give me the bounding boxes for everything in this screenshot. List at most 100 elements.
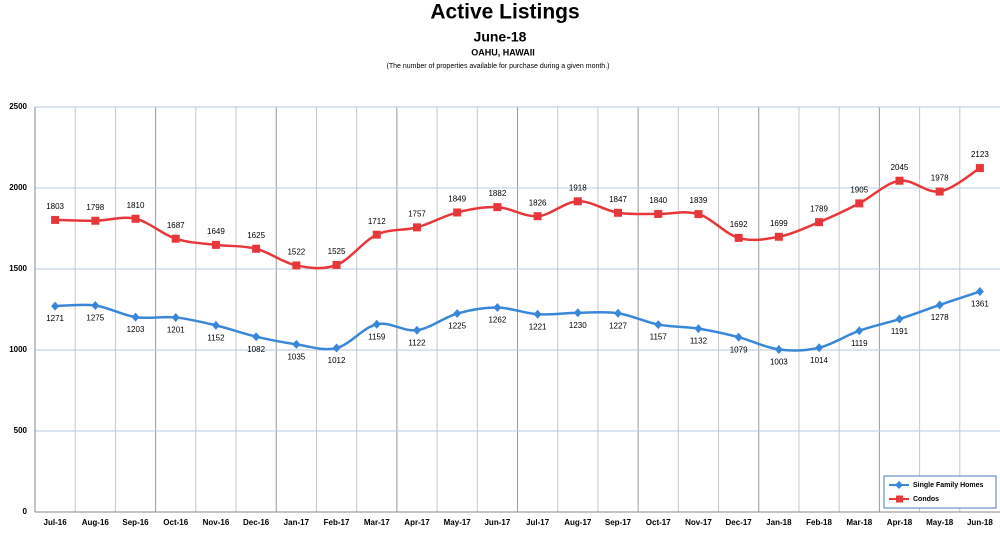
y-tick-label: 2000 (9, 183, 27, 192)
data-point (51, 301, 60, 311)
x-tick-label: Nov-17 (685, 518, 712, 527)
data-label: 1221 (529, 322, 547, 331)
data-point (493, 203, 502, 212)
x-tick-label: Sep-16 (122, 518, 149, 527)
data-label: 1525 (328, 247, 346, 256)
data-point (694, 324, 703, 334)
data-point (975, 287, 984, 297)
series-line (55, 290, 981, 352)
data-label: 1278 (931, 313, 949, 322)
data-label: 1271 (46, 314, 64, 323)
x-tick-label: Oct-16 (163, 518, 188, 527)
data-point (895, 314, 904, 324)
data-label: 1119 (851, 339, 868, 348)
data-label: 1757 (408, 209, 426, 218)
data-point (171, 312, 180, 322)
x-tick-label: Oct-17 (646, 518, 671, 527)
data-point (815, 218, 824, 227)
y-tick-label: 500 (14, 426, 28, 435)
x-tick-label: Mar-18 (846, 518, 872, 527)
data-label: 1275 (86, 314, 104, 323)
data-point (533, 212, 542, 221)
data-point (855, 199, 864, 208)
data-label: 1826 (529, 198, 547, 207)
data-label: 1225 (448, 322, 466, 331)
data-point (654, 209, 663, 218)
data-label: 1882 (488, 189, 506, 198)
data-point (292, 261, 301, 270)
data-label: 1230 (569, 321, 587, 330)
x-tick-label: Jan-18 (766, 518, 792, 527)
data-point (91, 216, 100, 225)
data-label: 1798 (86, 203, 104, 212)
data-label: 1035 (287, 352, 305, 361)
legend-label: Single Family Homes (913, 482, 984, 489)
data-point (855, 326, 864, 336)
data-label: 1082 (247, 345, 265, 354)
legend-box (883, 475, 997, 509)
x-tick-label: Jan-17 (284, 518, 310, 527)
data-label: 2123 (971, 150, 989, 159)
data-point (614, 308, 623, 318)
y-tick-label: 1500 (9, 264, 27, 273)
data-point (774, 345, 783, 355)
x-tick-label: Aug-17 (564, 518, 592, 527)
data-point (252, 332, 261, 342)
data-label: 1810 (127, 201, 145, 210)
data-label: 1262 (488, 316, 506, 325)
data-point (533, 309, 542, 319)
data-point (131, 214, 140, 223)
data-label: 1361 (971, 300, 989, 309)
data-point (694, 210, 703, 219)
data-point (372, 319, 381, 329)
data-point (211, 320, 220, 330)
chart-title: Active Listings (430, 1, 579, 24)
data-point (774, 232, 783, 241)
data-point (453, 309, 462, 319)
data-point (292, 339, 301, 349)
chart-location: OAHU, HAWAII (471, 47, 535, 57)
legend-marker (895, 481, 903, 489)
data-point (975, 164, 984, 173)
x-tick-label: Feb-17 (324, 518, 350, 527)
data-label: 1699 (770, 219, 788, 228)
data-point (412, 223, 421, 232)
data-point (895, 176, 904, 185)
data-point (171, 234, 180, 243)
x-tick-label: Dec-17 (726, 518, 753, 527)
data-label: 1014 (810, 356, 828, 365)
data-label: 1012 (328, 356, 346, 365)
data-label: 1712 (368, 217, 386, 226)
x-tick-label: May-18 (926, 518, 954, 527)
chart-subtitle: June-18 (474, 29, 527, 45)
y-tick-label: 1000 (9, 345, 27, 354)
data-label: 1789 (810, 204, 828, 213)
data-point (332, 260, 341, 269)
x-tick-label: Apr-18 (887, 518, 913, 527)
data-point (453, 208, 462, 217)
data-label: 1152 (207, 333, 225, 342)
data-label: 1522 (287, 248, 305, 257)
data-point (131, 312, 140, 322)
x-tick-label: Jun-17 (484, 518, 510, 527)
data-point (211, 240, 220, 249)
data-label: 1905 (850, 185, 868, 194)
data-label: 1157 (650, 333, 668, 342)
data-label: 1649 (207, 227, 225, 236)
data-label: 1918 (569, 183, 587, 192)
data-point (91, 300, 100, 310)
data-label: 1687 (167, 221, 185, 230)
data-point (493, 303, 502, 313)
data-point (332, 343, 341, 353)
data-point (815, 343, 824, 353)
data-point (734, 233, 743, 242)
y-tick-label: 0 (23, 507, 28, 516)
data-point (51, 215, 60, 224)
data-label: 1625 (247, 231, 265, 240)
legend-marker (896, 495, 903, 503)
y-tick-label: 2500 (9, 102, 27, 111)
x-tick-label: Dec-16 (243, 518, 270, 527)
data-label: 1122 (408, 338, 426, 347)
data-label: 1840 (649, 196, 667, 205)
data-label: 1227 (609, 321, 627, 330)
